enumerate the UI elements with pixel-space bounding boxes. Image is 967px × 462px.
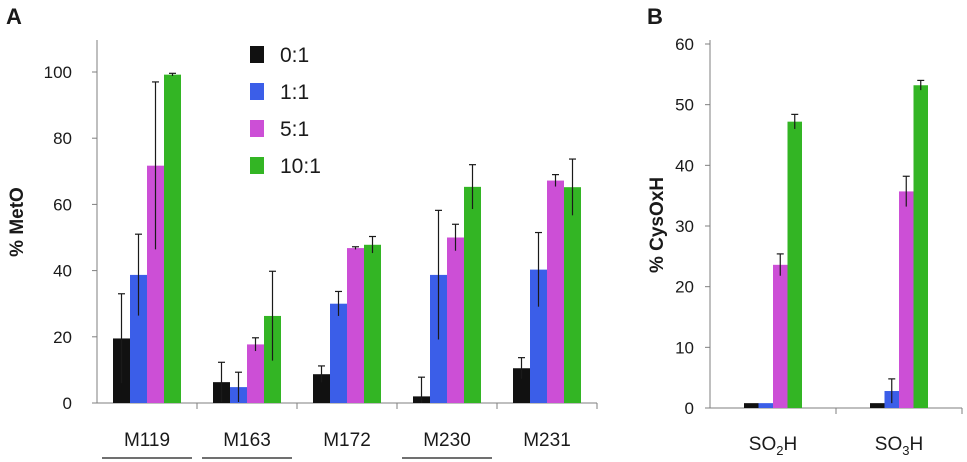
legend-swatch-1-1 [250, 83, 264, 100]
bar-0-1 [513, 368, 530, 403]
panel-b-categories: SO2H SO3H [749, 408, 963, 458]
panel-b: B 0 10 20 30 40 50 60 SO2H SO3H % CysOxH [647, 4, 963, 458]
category-label: M230 [423, 430, 471, 451]
panel-b-y-axis-title: % CysOxH [647, 177, 668, 273]
y-tick-label: 20 [675, 278, 694, 297]
y-tick-label: 0 [685, 399, 694, 418]
bar-10-1 [913, 85, 928, 409]
y-tick-label: 40 [53, 262, 72, 281]
panel-a-legend: 0:1 1:1 5:1 10:1 [250, 44, 321, 178]
y-tick-label: 60 [53, 195, 72, 214]
legend-swatch-5-1 [250, 120, 264, 137]
panel-a-label: A [6, 4, 22, 29]
legend-swatch-0-1 [250, 46, 264, 63]
bar-5-1 [773, 264, 788, 408]
bar-10-1 [564, 187, 581, 403]
y-tick-label: 30 [675, 217, 694, 236]
category-label: SO2H [749, 434, 797, 458]
bar-10-1 [164, 74, 181, 403]
bar-1-1 [530, 269, 547, 403]
bar-0-1 [870, 403, 885, 408]
bar-0-1 [744, 403, 759, 408]
panel-a-y-axis-title: % MetO [7, 187, 28, 257]
bar-5-1 [147, 165, 164, 403]
panel-b-label: B [647, 4, 663, 29]
legend-label-1-1: 1:1 [280, 81, 309, 104]
category-label: M119 [124, 430, 170, 451]
bar-10-1 [364, 244, 381, 403]
y-tick-label: 20 [53, 328, 72, 347]
y-tick-label: 80 [53, 129, 72, 148]
y-tick-label: 10 [675, 338, 694, 357]
bar-1-1 [758, 403, 773, 408]
category-label: SO3H [875, 434, 923, 458]
category-label: M163 [223, 430, 271, 451]
bar-10-1 [787, 121, 802, 409]
y-tick-label: 50 [675, 96, 694, 115]
y-tick-label: 100 [44, 63, 72, 82]
category-label: M231 [523, 430, 571, 451]
bar-1-1 [330, 303, 347, 403]
panel-a-categories: M119 M163 M172 M230 M231 [102, 403, 598, 459]
bar-10-1 [464, 186, 481, 403]
bar-5-1 [447, 237, 464, 403]
panel-a-bars [113, 72, 581, 403]
panel-a-y-ticks: 0 20 40 60 80 100 [44, 63, 97, 413]
category-label: M172 [323, 430, 371, 451]
y-tick-label: 40 [675, 156, 694, 175]
legend-swatch-10-1 [250, 157, 264, 174]
bar-5-1 [547, 180, 564, 403]
y-tick-label: 60 [675, 35, 694, 54]
bar-1-1 [130, 274, 147, 403]
legend-label-5-1: 5:1 [280, 118, 309, 141]
panel-b-bars [744, 79, 928, 409]
bar-5-1 [899, 191, 914, 408]
bar-5-1 [247, 344, 264, 403]
bar-0-1 [313, 374, 330, 403]
panel-a: A 0 20 40 60 80 100 M119 M163 M172 M230 M231 % Me… [6, 4, 598, 459]
bar-5-1 [347, 248, 364, 403]
legend-label-0-1: 0:1 [280, 44, 309, 67]
panel-b-y-ticks: 0 10 20 30 40 50 60 [675, 35, 710, 418]
y-tick-label: 0 [63, 394, 72, 413]
legend-label-10-1: 10:1 [280, 155, 321, 178]
